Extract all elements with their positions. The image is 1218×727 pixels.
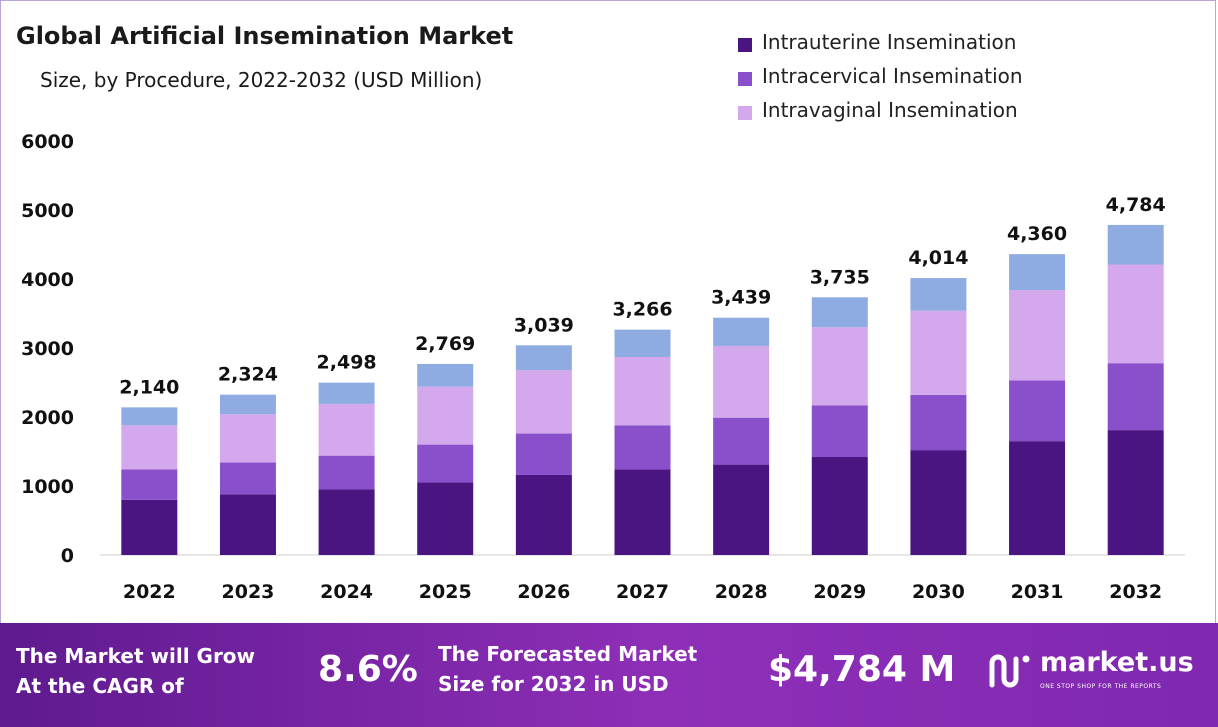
forecast-value: $4,784 M [768, 649, 956, 690]
bar-total-label: 3,039 [514, 314, 574, 336]
bar-segment [811, 327, 868, 406]
legend-label-intrauterine: Intrauterine Insemination [762, 30, 1017, 54]
bar-segment [318, 403, 375, 456]
bar-segment [515, 345, 572, 371]
brand-logo: market.us ONE STOP SHOP FOR THE REPORTS [988, 645, 1198, 705]
footer-banner: The Market will Grow At the CAGR of 8.6%… [0, 623, 1218, 727]
bar-total-label: 2,769 [415, 333, 475, 355]
bar-total-label: 4,784 [1106, 194, 1166, 216]
x-tick-label: 2026 [517, 581, 570, 603]
bar-segment [318, 455, 375, 490]
bar-segment [713, 417, 770, 465]
y-tick-label: 0 [61, 545, 74, 567]
bar-segment [318, 382, 375, 404]
legend-swatch-intrauterine [738, 38, 752, 52]
chart-title: Global Artificial Insemination Market [16, 22, 514, 50]
y-tick-label: 6000 [21, 131, 74, 153]
y-tick-label: 3000 [21, 338, 74, 360]
bar-segment [910, 278, 967, 311]
bar-segment [515, 474, 572, 555]
cagr-caption: The Market will Grow At the CAGR of [16, 641, 255, 701]
x-tick-label: 2031 [1011, 581, 1064, 603]
bar-total-label: 3,439 [711, 287, 771, 309]
bar-segment [614, 329, 671, 357]
bar-total-label: 2,324 [218, 364, 278, 386]
bar-segment [910, 394, 967, 451]
stacked-bar-chart: 0 1000 2000 3000 4000 5000 6000 2,140 2022 2,324 2… [21, 131, 1185, 603]
y-tick-label: 4000 [21, 269, 74, 291]
bar-segment [121, 425, 178, 470]
bar-segment [614, 356, 671, 426]
bar-segment [910, 450, 967, 555]
x-tick-label: 2022 [123, 581, 176, 603]
bar-segment [1009, 254, 1066, 291]
x-tick-label: 2030 [912, 581, 965, 603]
bar-segment [1009, 441, 1066, 555]
bar-total-label: 2,140 [119, 376, 179, 398]
x-tick-label: 2028 [715, 581, 768, 603]
bar-segment [219, 462, 276, 495]
legend-label-intracervical: Intracervical Insemination [762, 64, 1023, 88]
y-tick-label: 1000 [21, 476, 74, 498]
bar-segment [713, 345, 770, 418]
bar-segment [1009, 290, 1066, 381]
bar-segment [515, 433, 572, 475]
bar-segment [417, 386, 474, 445]
bar-segment [121, 469, 178, 500]
bar-segment [1107, 224, 1164, 265]
bar-segment [417, 444, 474, 483]
legend-label-intravaginal: Intravaginal Insemination [762, 98, 1018, 122]
bar-segment [417, 363, 474, 387]
bar-segment [614, 469, 671, 555]
bar-total-label: 2,498 [317, 352, 377, 374]
x-tick-label: 2032 [1109, 581, 1162, 603]
bar-total-label: 4,360 [1007, 223, 1067, 245]
x-tick-label: 2023 [222, 581, 275, 603]
bar-segment [614, 425, 671, 470]
x-tick-label: 2027 [616, 581, 669, 603]
x-tick-label: 2029 [813, 581, 866, 603]
y-tick-label: 2000 [21, 407, 74, 429]
bar-segment [1107, 363, 1164, 431]
brand-mark-icon [989, 654, 1030, 688]
bar-segment [219, 414, 276, 463]
cagr-caption-line1: The Market will Grow [16, 644, 256, 668]
bar-segment [219, 394, 276, 415]
bar-segment [811, 297, 868, 328]
x-tick-label: 2024 [320, 581, 373, 603]
bar-segment [1009, 380, 1066, 442]
bar-segment [318, 489, 375, 555]
bar-segment [811, 457, 868, 555]
cagr-caption-line2: At the CAGR of [16, 674, 184, 698]
bar-total-label: 4,014 [908, 247, 968, 269]
bar-segment [713, 317, 770, 346]
chart-subtitle: Size, by Procedure, 2022-2032 (USD Milli… [40, 68, 483, 92]
bar-segment [713, 464, 770, 555]
bar-segment [121, 407, 178, 426]
bar-total-label: 3,266 [612, 299, 672, 321]
forecast-caption: The Forecasted Market Size for 2032 in U… [438, 639, 697, 699]
cagr-value: 8.6% [318, 649, 418, 690]
brand-tagline: ONE STOP SHOP FOR THE REPORTS [1040, 683, 1162, 690]
brand-name: market.us [1040, 647, 1194, 678]
legend-swatch-intravaginal [738, 106, 752, 120]
bar-segment [121, 499, 178, 555]
bar-segment [515, 370, 572, 434]
bar-total-label: 3,735 [810, 266, 870, 288]
bar-segment [1107, 264, 1164, 364]
bar-segment [417, 482, 474, 555]
bar-segment [811, 405, 868, 458]
legend-swatch-intracervical [738, 72, 752, 86]
forecast-caption-line2: Size for 2032 in USD [438, 672, 669, 696]
bar-segment [910, 310, 967, 395]
forecast-caption-line1: The Forecasted Market [438, 642, 698, 666]
x-tick-label: 2025 [419, 581, 472, 603]
bar-segment [219, 494, 276, 555]
y-tick-label: 5000 [21, 200, 74, 222]
bar-segment [1107, 430, 1164, 555]
